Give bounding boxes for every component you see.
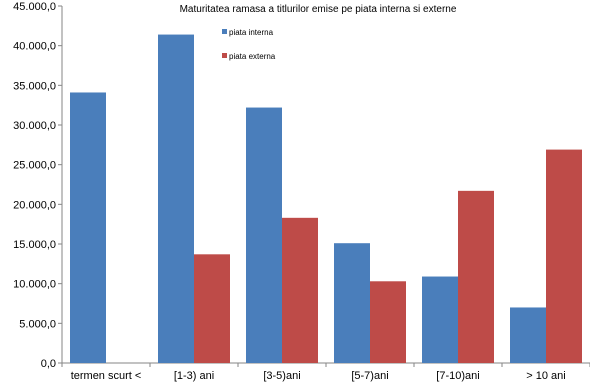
bar-piata-interna [158,34,194,364]
bar-piata-interna [422,276,458,363]
y-tick-label: 0,0 [41,358,56,370]
bar-piata-interna [246,107,282,364]
bar-piata-externa [370,281,406,363]
legend: piata interna piata externa [222,28,276,61]
y-tick-label: 20.000,0 [13,199,56,211]
x-axis-ticks: termen scurt < [1-3) ani [3-5)ani [5-7)ani [… [61,363,590,382]
y-tick-label: 10.000,0 [13,279,56,291]
bar-piata-externa [194,254,230,363]
legend-item-piata-externa: piata externa [222,52,276,61]
y-tick-label: 45.000,0 [13,1,56,13]
y-axis-ticks: 0,0 5.000,0 10.000,0 15.000,0 20.000,0 25.000… [13,1,62,370]
chart-title: Maturitatea ramasa a titlurilor emise pe… [180,4,457,15]
x-tick-label: [3-5)ani [263,370,300,382]
x-tick-label: [7-10)ani [436,370,479,382]
bars [70,34,582,364]
bar-piata-interna [510,307,546,363]
bar-piata-externa [282,217,318,363]
legend-label-piata-externa: piata externa [229,52,276,61]
bar-piata-externa [546,149,582,363]
bar-piata-externa [458,190,494,363]
x-tick-label: > 10 ani [526,370,565,382]
legend-swatch-piata-interna [222,29,227,34]
x-tick-label: termen scurt < [71,370,142,382]
y-tick-label: 40.000,0 [13,41,56,53]
x-tick-label: [5-7)ani [351,370,388,382]
y-tick-label: 25.000,0 [13,160,56,172]
legend-swatch-piata-externa [222,53,227,58]
bar-piata-interna [334,243,370,363]
y-tick-label: 35.000,0 [13,80,56,92]
bar-piata-interna [70,92,106,364]
legend-item-piata-interna: piata interna [222,28,274,37]
y-tick-label: 15.000,0 [13,239,56,251]
y-tick-label: 30.000,0 [13,120,56,132]
legend-label-piata-interna: piata interna [229,28,274,37]
x-tick-label: [1-3) ani [174,370,214,382]
y-tick-label: 5.000,0 [19,318,56,330]
